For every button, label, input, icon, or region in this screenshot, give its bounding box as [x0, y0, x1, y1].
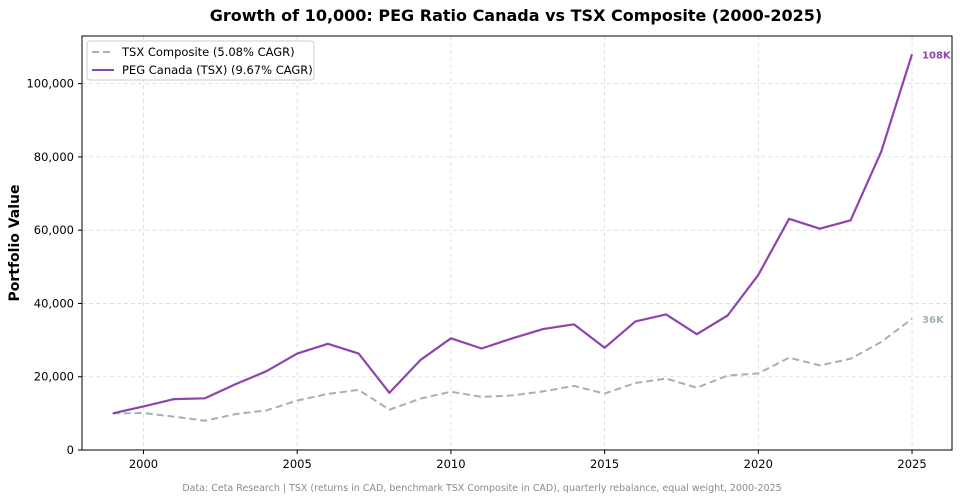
series-line-tsx-composite: [112, 318, 913, 422]
footnote: Data: Ceta Research | TSX (returns in CA…: [182, 483, 781, 494]
y-tick-label: 60,000: [34, 223, 74, 237]
x-tick-label: 2000: [129, 457, 158, 471]
y-tick-label: 100,000: [26, 77, 74, 91]
series-layer: [112, 53, 914, 422]
end-label-peg-canada: 108K: [922, 50, 952, 61]
y-tick-label: 40,000: [34, 296, 74, 310]
legend-label-tsx: TSX Composite (5.08% CAGR): [121, 45, 295, 59]
plot-frame: [81, 35, 953, 451]
x-tick-label: 2005: [283, 457, 312, 471]
y-tick-label: 80,000: [34, 150, 74, 164]
end-label-tsx: 36K: [922, 315, 945, 326]
x-tick-label: 2010: [436, 457, 465, 471]
legend-label-peg-canada: PEG Canada (TSX) (9.67% CAGR): [122, 63, 313, 77]
series-line-peg-canada: [112, 53, 914, 415]
y-axis: 0 20,000 40,000 60,000 80,000 100,000: [26, 77, 82, 457]
legend: TSX Composite (5.08% CAGR) PEG Canada (T…: [86, 40, 315, 81]
legend-box: [86, 40, 315, 81]
x-tick-label: 2020: [744, 457, 773, 471]
chart-title: Growth of 10,000: PEG Ratio Canada vs TS…: [210, 6, 822, 25]
y-axis-label: Portfolio Value: [7, 184, 23, 301]
y-tick-label: 20,000: [34, 370, 74, 384]
x-axis: 2000 2005 2010 2015 2020 2025: [129, 450, 927, 471]
x-tick-label: 2025: [897, 457, 926, 471]
grid: [82, 36, 952, 451]
y-tick-label: 0: [67, 443, 74, 457]
end-labels: 36K 108K: [922, 50, 952, 326]
x-tick-label: 2015: [590, 457, 619, 471]
